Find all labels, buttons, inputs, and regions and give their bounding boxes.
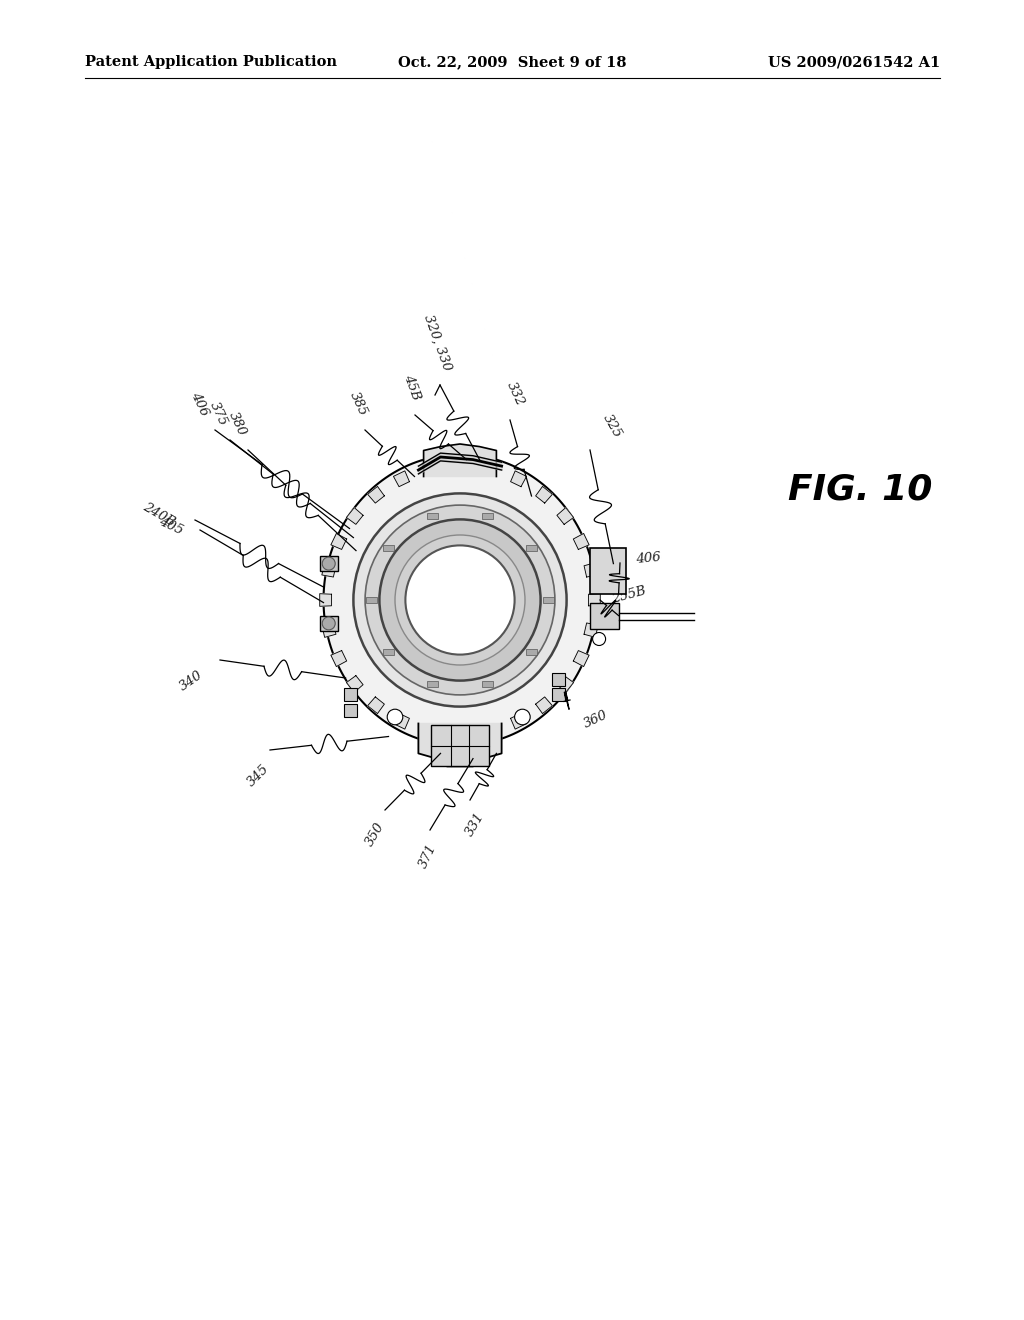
- Circle shape: [323, 616, 335, 630]
- FancyBboxPatch shape: [427, 512, 438, 519]
- Polygon shape: [536, 697, 552, 714]
- Text: FIG. 10: FIG. 10: [787, 473, 932, 507]
- Polygon shape: [368, 697, 384, 714]
- FancyBboxPatch shape: [526, 545, 537, 552]
- FancyBboxPatch shape: [344, 689, 357, 701]
- Circle shape: [366, 506, 555, 694]
- FancyBboxPatch shape: [482, 512, 493, 519]
- Polygon shape: [573, 651, 589, 667]
- Text: 240B: 240B: [140, 500, 177, 529]
- Text: 340: 340: [177, 668, 205, 693]
- Circle shape: [380, 519, 541, 681]
- Circle shape: [353, 494, 566, 706]
- FancyBboxPatch shape: [344, 704, 357, 717]
- Circle shape: [515, 709, 530, 725]
- Polygon shape: [573, 533, 589, 549]
- Polygon shape: [454, 729, 466, 741]
- Polygon shape: [423, 462, 437, 477]
- Polygon shape: [322, 562, 336, 577]
- Polygon shape: [324, 454, 597, 746]
- Text: 332: 332: [504, 380, 526, 408]
- Text: 375: 375: [207, 400, 229, 428]
- FancyBboxPatch shape: [319, 615, 338, 631]
- Polygon shape: [346, 676, 364, 693]
- Polygon shape: [483, 725, 498, 738]
- Polygon shape: [393, 471, 410, 487]
- Text: 331: 331: [463, 810, 486, 838]
- FancyBboxPatch shape: [482, 681, 493, 688]
- Polygon shape: [331, 533, 347, 549]
- Polygon shape: [331, 651, 347, 667]
- Polygon shape: [454, 459, 466, 471]
- Circle shape: [323, 557, 335, 570]
- Text: 406: 406: [635, 550, 662, 565]
- Circle shape: [406, 545, 515, 655]
- Polygon shape: [557, 508, 573, 524]
- Text: 385: 385: [347, 389, 370, 418]
- Polygon shape: [419, 723, 502, 767]
- Polygon shape: [368, 486, 384, 503]
- Polygon shape: [511, 471, 526, 487]
- FancyBboxPatch shape: [543, 597, 554, 603]
- Polygon shape: [584, 623, 598, 638]
- Text: 360: 360: [582, 708, 610, 730]
- FancyBboxPatch shape: [427, 681, 438, 688]
- Polygon shape: [483, 462, 498, 477]
- Circle shape: [593, 632, 605, 645]
- Polygon shape: [589, 594, 600, 606]
- Circle shape: [387, 709, 402, 725]
- FancyBboxPatch shape: [383, 648, 393, 655]
- Polygon shape: [423, 725, 437, 738]
- Polygon shape: [536, 486, 552, 503]
- FancyBboxPatch shape: [552, 673, 565, 686]
- Polygon shape: [319, 594, 332, 606]
- Text: 406: 406: [188, 389, 211, 418]
- Text: 380: 380: [226, 409, 248, 438]
- Text: US 2009/0261542 A1: US 2009/0261542 A1: [768, 55, 940, 69]
- Polygon shape: [424, 444, 497, 477]
- Text: 405: 405: [157, 515, 185, 537]
- FancyBboxPatch shape: [367, 597, 377, 603]
- Text: 45B: 45B: [401, 372, 423, 403]
- Polygon shape: [557, 676, 573, 693]
- Polygon shape: [322, 623, 336, 638]
- Text: 345: 345: [245, 762, 271, 789]
- Text: 350: 350: [364, 820, 387, 849]
- FancyBboxPatch shape: [590, 603, 618, 628]
- Text: 371: 371: [417, 842, 439, 870]
- FancyBboxPatch shape: [431, 725, 488, 767]
- Text: 320, 330: 320, 330: [421, 313, 454, 372]
- Text: 325: 325: [600, 412, 624, 440]
- FancyBboxPatch shape: [590, 548, 627, 594]
- Text: Patent Application Publication: Patent Application Publication: [85, 55, 337, 69]
- FancyBboxPatch shape: [526, 648, 537, 655]
- FancyBboxPatch shape: [552, 689, 565, 701]
- Polygon shape: [511, 713, 526, 729]
- Polygon shape: [346, 508, 364, 524]
- Text: Oct. 22, 2009  Sheet 9 of 18: Oct. 22, 2009 Sheet 9 of 18: [397, 55, 627, 69]
- FancyBboxPatch shape: [319, 556, 338, 572]
- Polygon shape: [584, 562, 598, 577]
- Polygon shape: [393, 713, 410, 729]
- Text: 255B: 255B: [610, 585, 647, 606]
- FancyBboxPatch shape: [383, 545, 393, 552]
- Circle shape: [395, 535, 525, 665]
